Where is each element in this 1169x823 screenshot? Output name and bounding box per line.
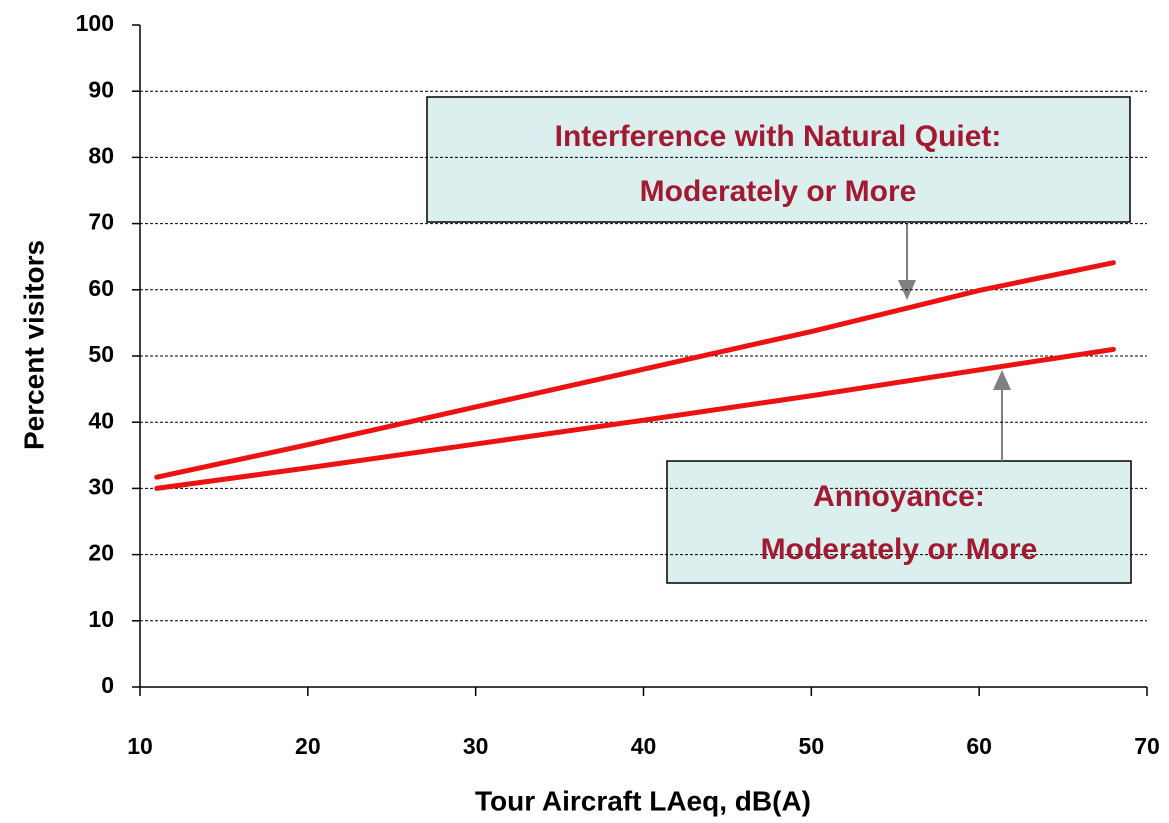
y-tick-label: 80 [88, 142, 114, 168]
x-tick-label: 70 [1134, 733, 1160, 759]
x-tick-label: 10 [127, 733, 153, 759]
annotation-box [666, 460, 1132, 584]
annotation-text: Moderately or More [761, 533, 1038, 566]
x-tick-label: 60 [966, 733, 992, 759]
x-tick-label: 40 [631, 733, 657, 759]
y-tick-label: 10 [88, 606, 114, 632]
y-tick-label: 100 [76, 10, 114, 36]
series-line [154, 346, 1116, 491]
y-tick-label: 40 [88, 407, 114, 433]
annotation-box [426, 96, 1131, 223]
arrow-head [993, 370, 1011, 390]
annotation-text: Interference with Natural Quiet: [555, 120, 1002, 153]
annotation-text: Annoyance: [813, 480, 985, 513]
y-tick-label: 50 [88, 341, 114, 367]
x-tick-label: 30 [463, 733, 489, 759]
y-axis-label: Percent visitors [18, 240, 49, 450]
x-tick-label: 20 [295, 733, 321, 759]
annotation-text: Moderately or More [640, 175, 917, 208]
y-tick-label: 30 [88, 473, 114, 499]
series-line [154, 260, 1116, 480]
y-tick-label: 0 [101, 672, 114, 698]
y-tick-label: 20 [88, 540, 114, 566]
y-tick-label: 60 [88, 275, 114, 301]
y-tick-label: 90 [88, 76, 114, 102]
x-axis-label: Tour Aircraft LAeq, dB(A) [475, 785, 811, 816]
x-tick-label: 50 [799, 733, 825, 759]
y-tick-label: 70 [88, 209, 114, 235]
